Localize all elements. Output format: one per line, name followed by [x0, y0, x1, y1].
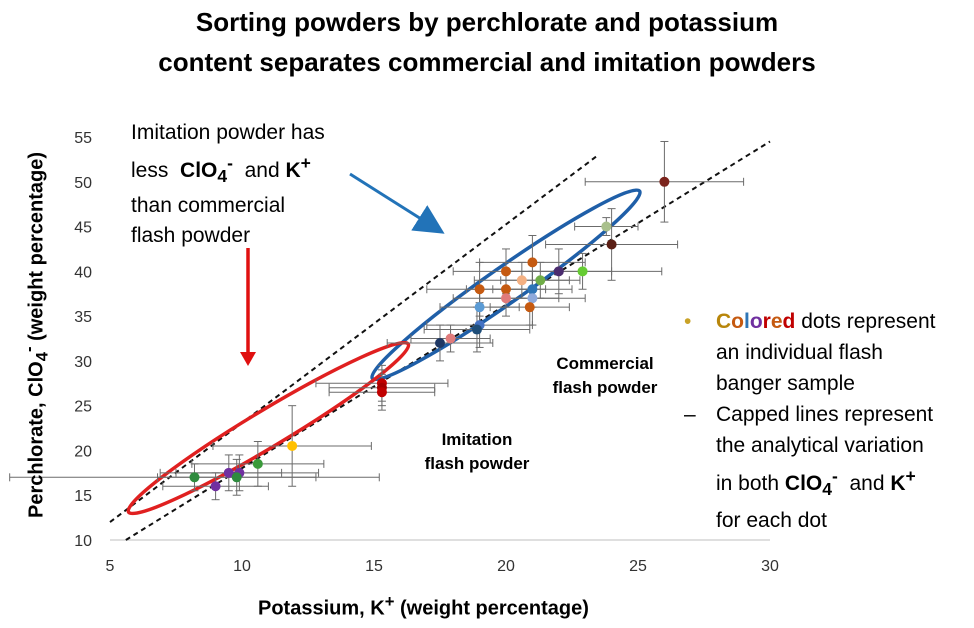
data-point	[252, 458, 263, 469]
data-point	[553, 266, 564, 277]
y-tick-label: 30	[74, 354, 92, 371]
y-tick-label: 25	[74, 399, 92, 416]
axes: 5 10 15 20 25 30 10 15 20 25 30 35 40 45 50 55	[74, 130, 779, 575]
data-point	[210, 481, 221, 492]
colored-letter: o	[749, 310, 763, 333]
y-tick-label: 20	[74, 443, 92, 460]
data-point	[501, 293, 511, 304]
data-point	[501, 284, 511, 295]
data-point	[223, 467, 234, 478]
data-point	[474, 302, 485, 313]
legend-dash-bullet: –	[684, 403, 696, 426]
data-point	[231, 472, 242, 483]
y-tick-label: 15	[74, 488, 92, 505]
region-ellipses	[126, 188, 642, 516]
data-point	[501, 266, 511, 277]
data-point	[527, 257, 538, 268]
colored-letter: o	[731, 310, 744, 333]
data-point	[376, 387, 387, 398]
title-line-2: content separates commercial and imitati…	[158, 47, 816, 77]
colored-letter: l	[744, 310, 750, 333]
imitation-ellipse	[126, 340, 411, 516]
imitation-label: Imitation flash powder	[424, 430, 530, 473]
colored-letter: r	[762, 310, 771, 333]
chart-title: Sorting powders by perchlorate and potas…	[0, 2, 974, 82]
y-tick-label: 10	[74, 533, 92, 550]
legend-item-lines: – Capped lines represent the analytical …	[684, 399, 972, 536]
data-point	[445, 333, 456, 344]
x-tick-label: 10	[233, 558, 251, 575]
y-tick-label: 35	[74, 309, 92, 326]
data-point	[577, 266, 588, 277]
commercial-label: Commercial flash powder	[552, 354, 658, 397]
data-point	[189, 472, 200, 483]
data-point	[435, 337, 445, 348]
y-tick-label: 50	[74, 175, 92, 192]
data-point	[524, 302, 535, 313]
y-tick-label: 40	[74, 264, 92, 281]
commercial-ellipse	[370, 188, 642, 382]
x-tick-label: 15	[365, 558, 383, 575]
x-tick-label: 25	[629, 558, 647, 575]
data-point	[527, 293, 538, 304]
data-point	[287, 440, 298, 451]
data-point	[527, 284, 538, 295]
data-point	[601, 221, 612, 232]
y-axis-label: Perchlorate, ClO4- (weight percentage)	[19, 151, 52, 519]
x-tick-label: 20	[497, 558, 515, 575]
colored-letter: e	[770, 310, 783, 333]
imitation-arrow-head	[240, 352, 256, 366]
colored-letter: C	[716, 310, 732, 333]
data-point	[474, 284, 485, 295]
legend-item-dots: • Colored dots represent an individual f…	[684, 306, 972, 399]
colored-letter: d	[782, 310, 796, 333]
data-point	[516, 275, 527, 286]
data-point	[535, 275, 546, 286]
y-tick-label: 55	[74, 130, 92, 147]
x-tick-label: 5	[106, 558, 115, 575]
title-line-1: Sorting powders by perchlorate and potas…	[195, 7, 779, 37]
colored-word: Colored	[716, 310, 795, 333]
x-tick-label: 30	[761, 558, 779, 575]
data-point	[471, 324, 482, 335]
legend: • Colored dots represent an individual f…	[684, 306, 972, 536]
annotation-arrows	[240, 172, 445, 366]
legend-dot-bullet: •	[684, 310, 692, 333]
data-points	[189, 176, 670, 492]
commercial-arrow	[349, 172, 445, 234]
imitation-annotation: Imitation powder has less ClO4- and K+ t…	[131, 121, 325, 248]
x-axis-label: Potassium, K+ (weight percentage)	[258, 592, 589, 620]
data-point	[606, 239, 617, 250]
y-tick-label: 45	[74, 220, 92, 237]
data-point	[659, 176, 670, 187]
